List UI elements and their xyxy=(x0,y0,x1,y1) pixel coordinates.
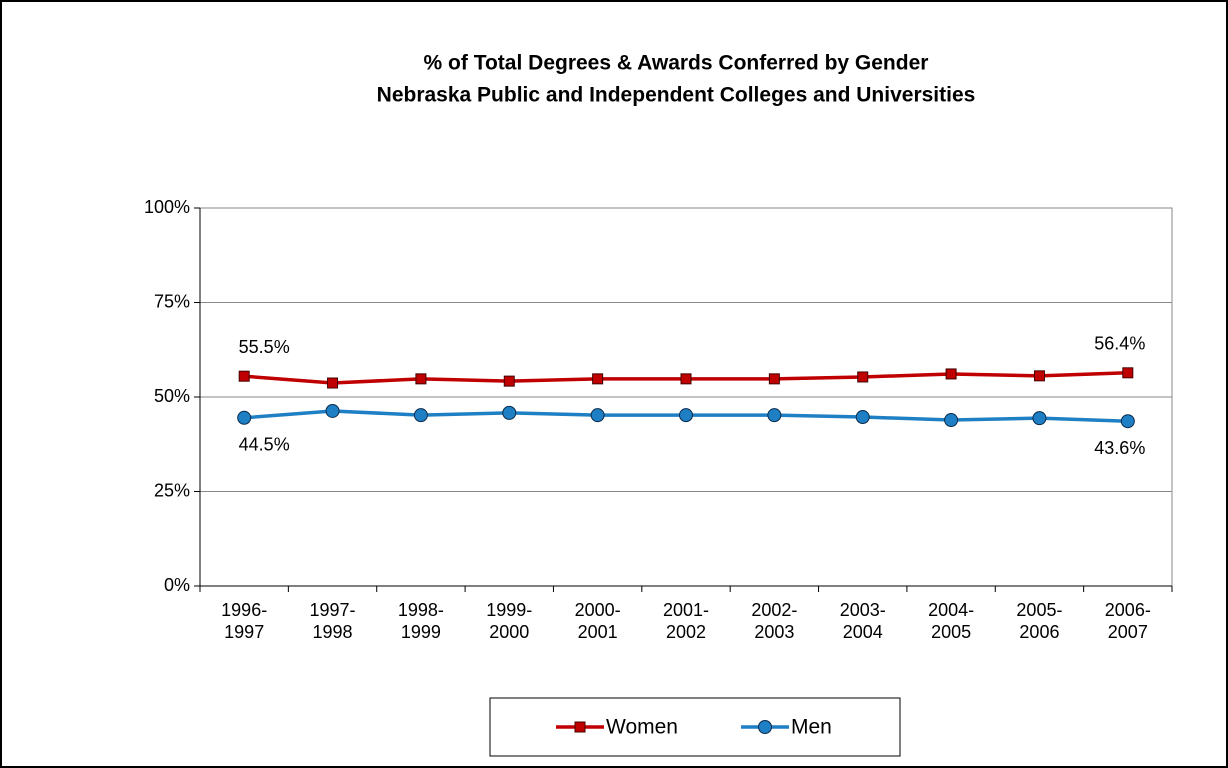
x-tick-label-line: 2007 xyxy=(1108,622,1148,642)
x-tick-label: 2002-2003 xyxy=(751,600,797,642)
marker xyxy=(415,373,427,385)
legend-box xyxy=(489,697,901,757)
marker xyxy=(238,370,250,382)
x-tick-label-line: 2005- xyxy=(1016,600,1062,620)
x-tick-label-line: 2000 xyxy=(489,622,529,642)
data-label: 44.5% xyxy=(239,435,290,455)
x-tick-label: 2000-2001 xyxy=(575,600,621,642)
marker xyxy=(237,410,252,425)
marker xyxy=(592,373,604,385)
marker xyxy=(1120,414,1135,429)
x-tick-label-line: 2002- xyxy=(751,600,797,620)
x-tick-label: 2006-2007 xyxy=(1105,600,1151,642)
marker xyxy=(945,368,957,380)
marker xyxy=(680,373,692,385)
legend-label: Women xyxy=(606,716,678,739)
legend-label: Men xyxy=(791,716,832,739)
x-tick-label-line: 2001- xyxy=(663,600,709,620)
marker xyxy=(855,410,870,425)
x-tick-label-line: 2005 xyxy=(931,622,971,642)
x-tick-label-line: 1997 xyxy=(224,622,264,642)
x-tick-label-line: 1998 xyxy=(313,622,353,642)
x-tick-label: 1999-2000 xyxy=(486,600,532,642)
marker xyxy=(327,377,339,389)
x-tick-label: 1996-1997 xyxy=(221,600,267,642)
marker xyxy=(857,371,869,383)
marker xyxy=(1032,411,1047,426)
marker xyxy=(413,408,428,423)
data-label: 43.6% xyxy=(1094,438,1145,458)
x-tick-label-line: 1999 xyxy=(401,622,441,642)
y-tick-label: 0% xyxy=(164,575,190,595)
marker xyxy=(767,408,782,423)
marker xyxy=(768,373,780,385)
y-tick-label: 100% xyxy=(144,197,190,217)
x-tick-label-line: 1998- xyxy=(398,600,444,620)
x-tick-label-line: 2003 xyxy=(754,622,794,642)
marker xyxy=(1033,370,1045,382)
x-tick-label-line: 2004 xyxy=(843,622,883,642)
x-tick-label-line: 1996- xyxy=(221,600,267,620)
x-tick-label-line: 2000- xyxy=(575,600,621,620)
marker xyxy=(590,408,605,423)
x-tick-label-line: 2001 xyxy=(578,622,618,642)
data-label: 56.4% xyxy=(1094,334,1145,354)
x-tick-label-line: 2002 xyxy=(666,622,706,642)
x-tick-label-line: 2006- xyxy=(1105,600,1151,620)
data-label: 55.5% xyxy=(239,337,290,357)
x-tick-label-line: 1999- xyxy=(486,600,532,620)
x-tick-label: 1998-1999 xyxy=(398,600,444,642)
x-tick-label-line: 2004- xyxy=(928,600,974,620)
x-tick-label: 2004-2005 xyxy=(928,600,974,642)
marker xyxy=(679,408,693,423)
x-tick-label-line: 1997- xyxy=(310,600,356,620)
x-tick-label: 2005-2006 xyxy=(1016,600,1062,642)
marker xyxy=(1122,367,1134,379)
legend-marker xyxy=(574,721,586,733)
marker xyxy=(325,403,340,418)
chart-title: % of Total Degrees & Awards Conferred by… xyxy=(424,52,929,75)
x-tick-label-line: 2006 xyxy=(1019,622,1059,642)
x-tick-label: 1997-1998 xyxy=(310,600,356,642)
x-tick-label: 2003-2004 xyxy=(840,600,886,642)
y-tick-label: 25% xyxy=(154,480,190,500)
marker xyxy=(503,375,515,387)
x-tick-label-line: 2003- xyxy=(840,600,886,620)
marker xyxy=(502,405,517,420)
y-tick-label: 50% xyxy=(154,386,190,406)
legend-marker xyxy=(758,720,772,734)
marker xyxy=(944,413,959,428)
chart-subtitle: Nebraska Public and Independent Colleges… xyxy=(377,84,976,107)
x-tick-label: 2001-2002 xyxy=(663,600,709,642)
y-tick-label: 75% xyxy=(154,291,190,311)
